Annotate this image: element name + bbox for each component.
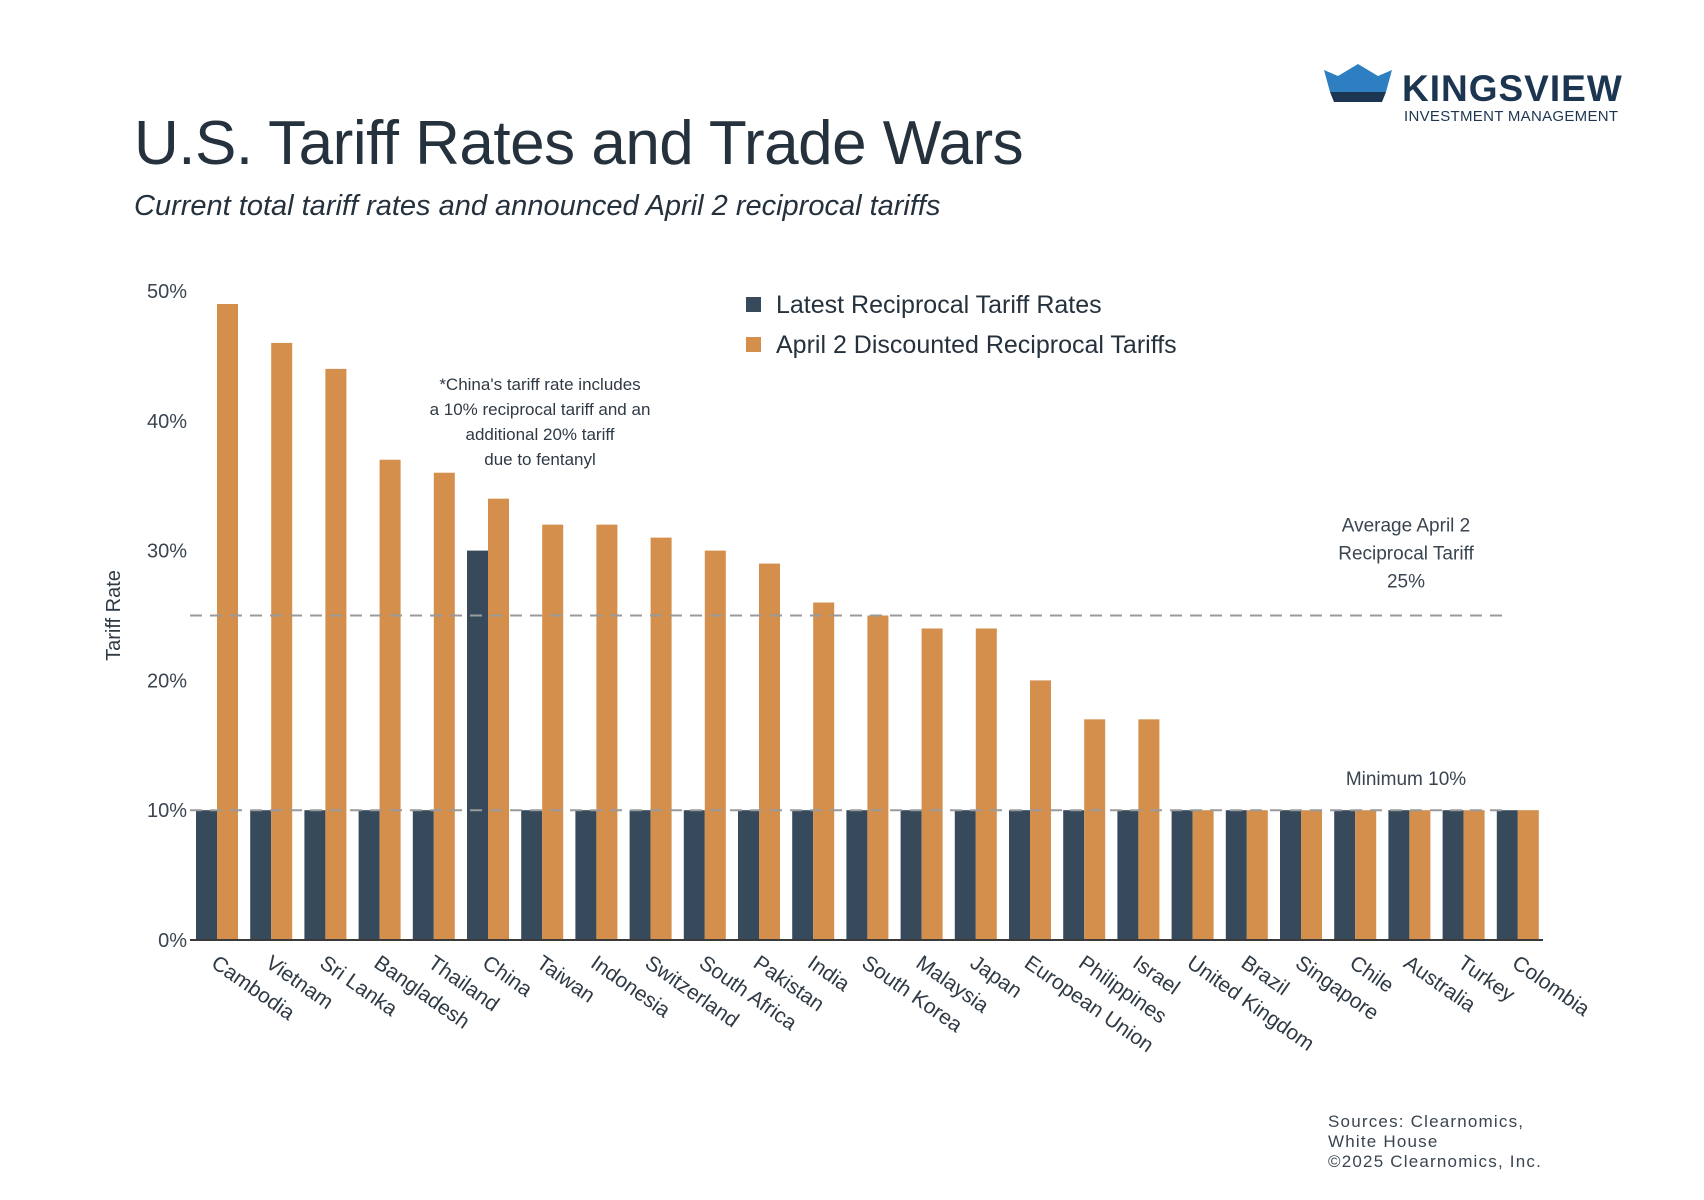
logo-name: KINGSVIEW [1402,68,1623,109]
bar-latest-rate [738,810,759,940]
bar-april2-tariff [217,303,238,941]
bar-april2-tariff [596,524,618,940]
bar-latest-rate [1009,810,1030,940]
legend-swatch-latest [746,297,761,312]
bar-latest-rate [629,810,651,940]
bar-april2-tariff [433,472,455,940]
bar-latest-rate [358,810,380,940]
bar-april2-tariff [1084,719,1106,940]
reference-line-label: Reciprocal Tariff [1338,544,1474,565]
bar-latest-rate [1334,810,1356,940]
y-tick-label: 20% [147,670,187,692]
reference-line-label: 25% [1387,572,1425,593]
bar-latest-rate [683,810,705,940]
bar-april2-tariff [271,342,293,940]
bar-latest-rate [575,810,597,940]
reference-line-label: Average April 2 [1342,516,1471,537]
bar-latest-rate [1388,810,1410,940]
sources-line: ©2025 Clearnomics, Inc. [1328,1152,1542,1171]
x-tick-label: Taiwan [532,951,599,1007]
bar-latest-rate [1442,810,1464,940]
bar-latest-rate [1225,810,1247,940]
sources-note: Sources: Clearnomics, White House ©2025 … [1328,1112,1542,1172]
crown-icon [1324,64,1392,102]
bar-april2-tariff [759,563,780,940]
page-title: U.S. Tariff Rates and Trade Wars [134,109,1024,178]
reference-line-label: Minimum 10% [1346,769,1466,790]
x-tick-label: Colombia [1508,951,1594,1021]
sources-line: Sources: Clearnomics, [1328,1112,1525,1131]
bar-latest-rate [900,810,922,940]
bar-latest-rate [467,550,488,940]
y-axis-label: Tariff Rate [103,570,125,661]
y-tick-label: 30% [147,541,187,563]
kingsview-logo: KINGSVIEW INVESTMENT MANAGEMENT [1318,62,1622,132]
bar-april2-tariff [1138,719,1160,940]
bar-april2-tariff [921,628,943,940]
legend-swatch-april2 [746,337,761,352]
bar-latest-rate [412,810,434,940]
y-tick-label: 50% [147,281,187,303]
y-tick-label: 0% [158,930,187,952]
bar-latest-rate [1496,810,1518,940]
y-tick-label: 10% [147,800,187,822]
china-annotation: *China's tariff rate includes [439,375,640,394]
bar-april2-tariff [1192,810,1214,940]
china-annotation: a 10% reciprocal tariff and an [430,400,651,419]
bar-april2-tariff [488,498,509,940]
bar-april2-tariff [1517,810,1539,940]
bar-april2-tariff [542,524,564,940]
legend-label: Latest Reciprocal Tariff Rates [776,291,1102,319]
china-annotation: due to fentanyl [484,450,596,469]
sources-line: White House [1328,1132,1439,1151]
bar-latest-rate [250,810,272,940]
bar-april2-tariff [379,459,401,940]
logo-tagline: INVESTMENT MANAGEMENT [1404,108,1619,125]
bar-latest-rate [304,810,326,940]
bar-april2-tariff [1355,810,1377,940]
bar-april2-tariff [867,615,889,940]
china-annotation: additional 20% tariff [465,425,614,444]
bar-april2-tariff [650,537,672,940]
bar-latest-rate [1063,810,1085,940]
page-subtitle: Current total tariff rates and announced… [134,190,941,222]
bar-latest-rate [196,810,217,940]
bar-latest-rate [1280,810,1301,940]
legend-label: April 2 Discounted Reciprocal Tariffs [776,331,1177,359]
y-tick-label: 40% [147,411,187,433]
bar-latest-rate [846,810,868,940]
bar-latest-rate [1171,810,1193,940]
bar-april2-tariff [975,628,997,940]
bar-april2-tariff [704,550,726,940]
bar-april2-tariff [1463,810,1485,940]
bar-april2-tariff [1246,810,1268,940]
bar-april2-tariff [813,602,835,940]
bar-latest-rate [954,810,976,940]
bar-april2-tariff [1409,810,1431,940]
bar-latest-rate [792,810,814,940]
bar-latest-rate [521,810,543,940]
bar-latest-rate [1117,810,1139,940]
bar-april2-tariff [325,368,347,940]
bar-april2-tariff [1301,810,1322,940]
